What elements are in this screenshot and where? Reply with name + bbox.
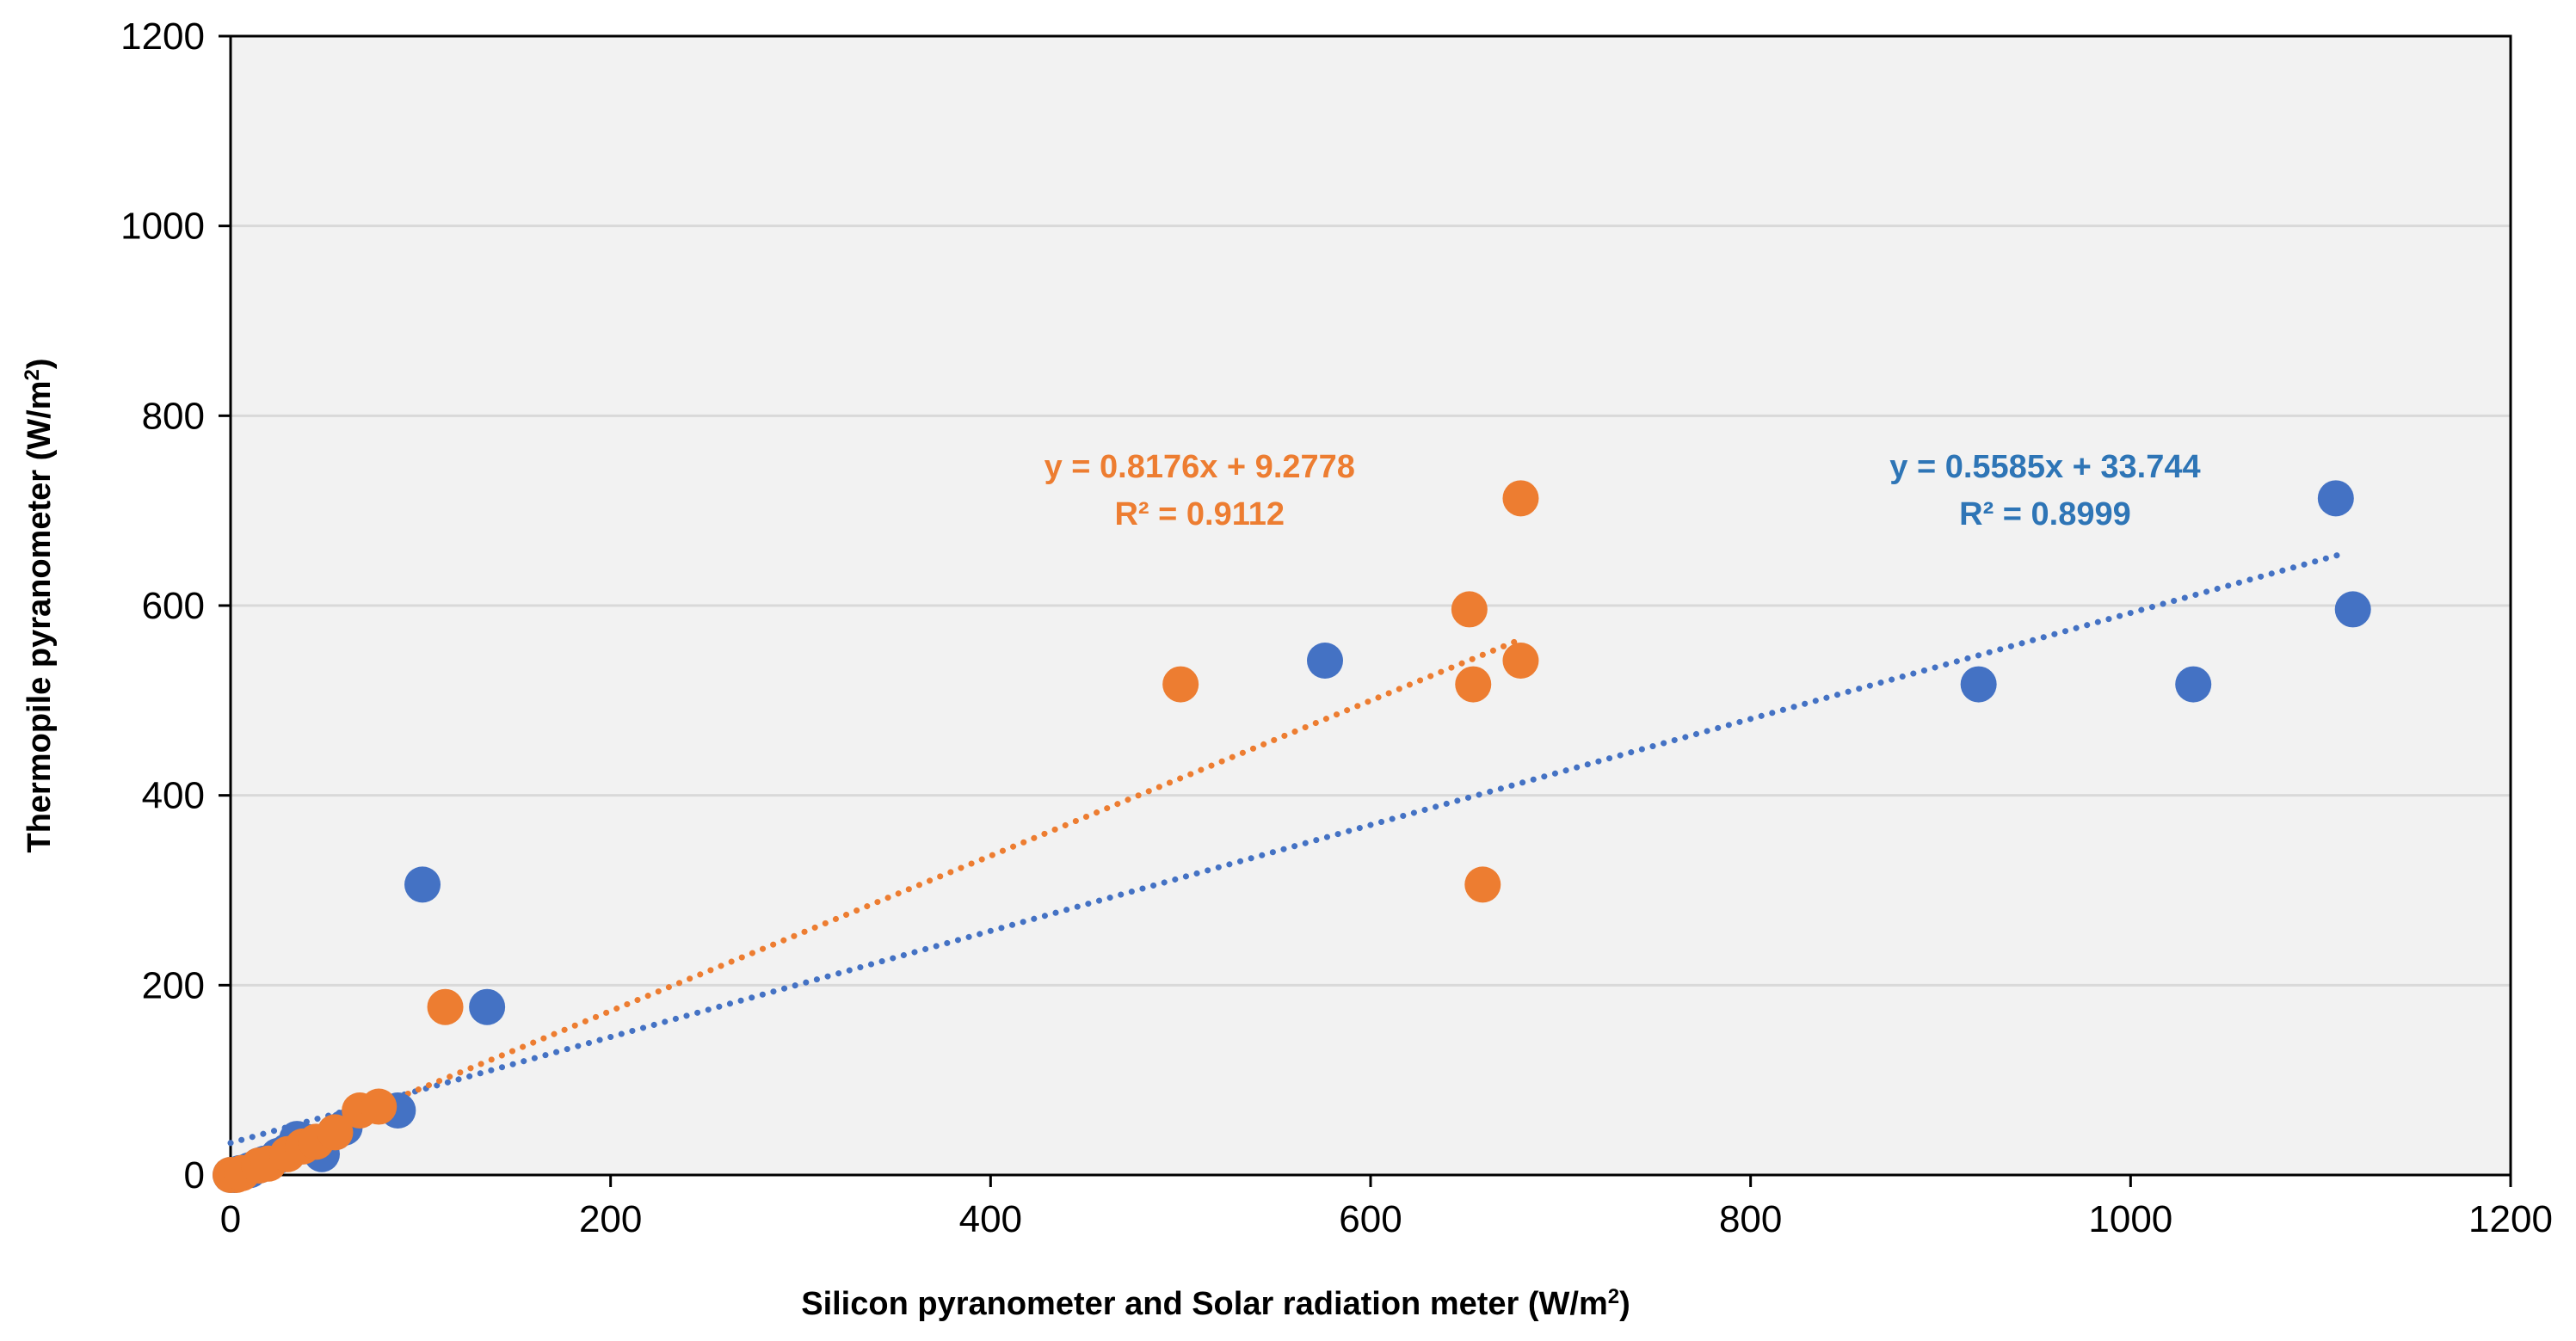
axes [219,34,2512,1187]
orange-series-point [1464,866,1501,903]
x-tick-label: 600 [1339,1198,1402,1240]
blue-series-point [1307,642,1343,679]
gridlines [231,225,2511,987]
data-points [213,480,2371,1193]
orange-series-point [1162,666,1199,703]
blue-series-point [404,866,441,903]
blue-series-equation: y = 0.5585x + 33.744 [1889,449,2200,485]
orange-series-point [1502,642,1539,679]
y-tick-label: 0 [184,1154,205,1196]
blue-series-point [469,988,506,1025]
blue-series-point [2317,480,2354,517]
y-tick-label: 1200 [120,15,205,58]
x-tick-label: 400 [959,1198,1022,1240]
x-tick-label: 1200 [2468,1198,2553,1240]
orange-series-point [1451,591,1488,628]
y-tick-label: 600 [142,585,205,627]
blue-series-trendline [227,551,2343,1147]
orange-series-point [317,1114,354,1151]
orange-series-point [1455,666,1492,703]
x-tick-label: 800 [1719,1198,1782,1240]
y-tick-label: 1000 [120,206,205,248]
orange-series-equation: y = 0.8176x + 9.2778 [1045,449,1355,485]
x-tick-label: 0 [220,1198,241,1240]
blue-series-point [1960,666,1997,703]
trendlines [227,551,2343,1170]
orange-series-point [361,1088,397,1125]
blue-series-r-squared: R² = 0.8999 [1959,496,2131,532]
x-tick-label: 200 [579,1198,642,1240]
labels: 0 200 400 600 800 1000 1200 0 200 400 600 800 1000 12… [120,15,2553,1240]
orange-series-r-squared: R² = 0.9112 [1114,496,1285,532]
y-tick-label: 800 [142,395,205,437]
orange-series-point [1502,480,1539,517]
y-tick-label: 400 [142,775,205,817]
x-axis-title: Silicon pyranometer and Solar radiation … [801,1285,1630,1323]
orange-series-point [427,988,464,1025]
x-tick-label: 1000 [2088,1198,2172,1240]
orange-series-trendline [227,635,1526,1170]
y-axis-title: Thermopile pyranometer (W/m2) [21,359,59,853]
y-tick-label: 200 [142,964,205,1006]
blue-series-point [2334,591,2371,628]
blue-series-point [2175,666,2212,703]
